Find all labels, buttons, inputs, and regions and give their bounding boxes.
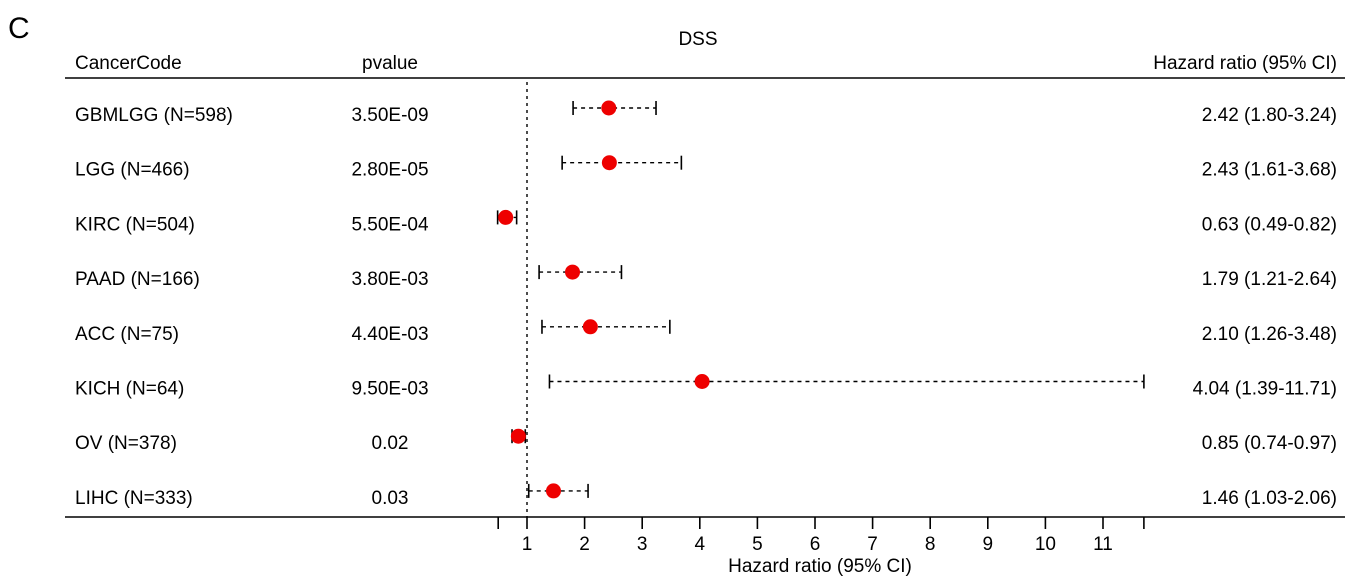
row-cancer-label: OV (N=378) <box>75 433 177 454</box>
row-hazard-ratio-text: 2.43 (1.61-3.68) <box>1202 160 1337 181</box>
column-header-hazard-ratio: Hazard ratio (95% CI) <box>1153 53 1337 74</box>
row-hazard-ratio-text: 0.63 (0.49-0.82) <box>1202 214 1337 235</box>
x-axis-label: Hazard ratio (95% CI) <box>728 556 912 577</box>
row-pvalue: 0.03 <box>372 488 409 509</box>
row-cancer-label: LGG (N=466) <box>75 160 190 181</box>
hazard-ratio-point <box>546 483 561 498</box>
x-axis-tick-label: 2 <box>579 534 590 555</box>
column-header-cancer: CancerCode <box>75 53 182 74</box>
row-hazard-ratio-text: 4.04 (1.39-11.71) <box>1193 379 1337 400</box>
row-pvalue: 0.02 <box>372 433 409 454</box>
hazard-ratio-point <box>695 374 710 389</box>
row-cancer-label: KICH (N=64) <box>75 379 184 400</box>
x-axis-tick-label: 6 <box>810 534 821 555</box>
x-axis-tick-label: 9 <box>983 534 994 555</box>
row-pvalue: 3.50E-09 <box>351 105 428 126</box>
row-pvalue: 5.50E-04 <box>351 214 429 235</box>
row-pvalue: 3.80E-03 <box>351 269 428 290</box>
x-axis-tick-label: 11 <box>1093 534 1113 555</box>
x-axis-tick-label: 1 <box>522 534 533 555</box>
row-cancer-label: ACC (N=75) <box>75 324 179 345</box>
row-hazard-ratio-text: 0.85 (0.74-0.97) <box>1202 433 1337 454</box>
hazard-ratio-point <box>583 319 598 334</box>
row-hazard-ratio-text: 2.10 (1.26-3.48) <box>1202 324 1337 345</box>
chart-title: DSS <box>678 29 717 50</box>
row-cancer-label: KIRC (N=504) <box>75 214 195 235</box>
x-axis-tick-label: 7 <box>867 534 878 555</box>
hazard-ratio-point <box>601 101 616 116</box>
hazard-ratio-point <box>602 155 617 170</box>
hazard-ratio-point <box>511 429 526 444</box>
hazard-ratio-point <box>565 265 580 280</box>
x-axis-tick-label: 4 <box>695 534 706 555</box>
row-pvalue: 4.40E-03 <box>351 324 428 345</box>
row-hazard-ratio-text: 1.79 (1.21-2.64) <box>1202 269 1337 290</box>
row-hazard-ratio-text: 2.42 (1.80-3.24) <box>1202 105 1337 126</box>
row-cancer-label: GBMLGG (N=598) <box>75 105 233 126</box>
hazard-ratio-point <box>498 210 513 225</box>
x-axis-tick-label: 8 <box>925 534 936 555</box>
x-axis-tick-label: 3 <box>637 534 648 555</box>
panel-label: C <box>8 12 30 45</box>
x-axis-tick-label: 5 <box>752 534 763 555</box>
row-cancer-label: LIHC (N=333) <box>75 488 193 509</box>
column-header-pvalue: pvalue <box>362 53 418 74</box>
x-axis-tick-label: 10 <box>1035 534 1056 555</box>
row-cancer-label: PAAD (N=166) <box>75 269 200 290</box>
row-pvalue: 2.80E-05 <box>351 160 428 181</box>
row-pvalue: 9.50E-03 <box>351 379 428 400</box>
row-hazard-ratio-text: 1.46 (1.03-2.06) <box>1202 488 1337 509</box>
